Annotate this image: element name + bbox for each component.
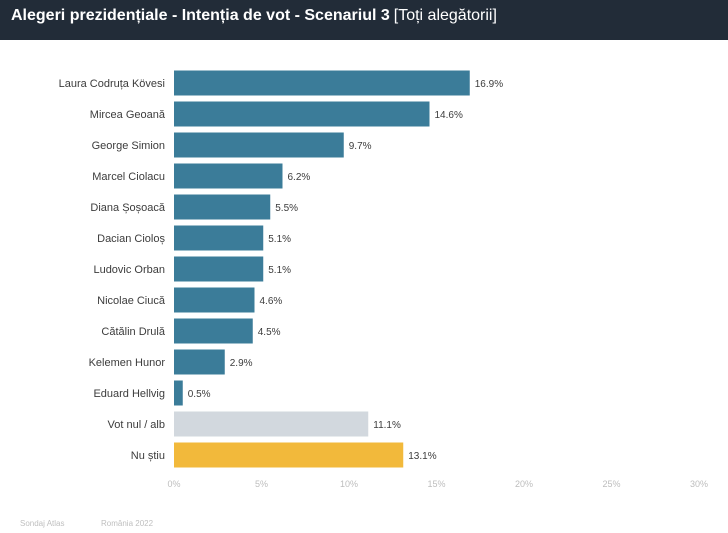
- value-label: 4.5%: [258, 327, 281, 338]
- category-label: Laura Codruța Kövesi: [59, 78, 165, 90]
- value-label: 9.7%: [349, 141, 372, 152]
- value-label: 14.6%: [435, 110, 463, 121]
- bar: [174, 256, 264, 282]
- category-label: Eduard Hellvig: [93, 388, 165, 400]
- x-tick-label: 5%: [255, 479, 268, 489]
- value-label: 6.2%: [288, 172, 311, 183]
- value-label: 5.1%: [268, 234, 291, 245]
- x-tick-label: 25%: [602, 479, 620, 489]
- value-label: 5.1%: [268, 265, 291, 276]
- category-label: Kelemen Hunor: [89, 357, 166, 369]
- bar: [174, 411, 369, 437]
- x-tick-label: 15%: [427, 479, 445, 489]
- bar: [174, 225, 264, 251]
- chart-subtitle: [Toți alegătorii]: [393, 7, 497, 24]
- bar: [174, 380, 183, 406]
- value-label: 13.1%: [408, 451, 436, 462]
- chart-title: Alegeri prezidențiale - Intenția de vot …: [11, 7, 390, 24]
- category-label: Cătălin Drulă: [101, 326, 165, 338]
- category-label: Diana Șoșoacă: [90, 202, 165, 214]
- bar: [174, 163, 283, 189]
- category-label: Mircea Geoană: [90, 109, 166, 121]
- category-label: Dacian Cioloș: [97, 233, 165, 245]
- bar: [174, 318, 253, 344]
- x-tick-label: 30%: [690, 479, 708, 489]
- value-label: 2.9%: [230, 358, 253, 369]
- category-label: Nu știu: [131, 450, 165, 462]
- bar: [174, 194, 271, 220]
- bar: [174, 132, 344, 158]
- bar: [174, 349, 225, 375]
- footer-region: România 2022: [101, 519, 154, 528]
- category-label: Vot nul / alb: [108, 419, 166, 431]
- chart-title-bar: Alegeri prezidențiale - Intenția de vot …: [0, 0, 728, 40]
- value-label: 0.5%: [188, 389, 211, 400]
- bar: [174, 442, 404, 468]
- category-label: George Simion: [92, 140, 165, 152]
- x-tick-label: 20%: [515, 479, 533, 489]
- bar-chart: Laura Codruța Kövesi 16.9% Mircea Geoană 14…: [59, 70, 708, 489]
- x-tick-label: 10%: [340, 479, 358, 489]
- value-label: 16.9%: [475, 79, 503, 90]
- x-tick-label: 0%: [167, 479, 180, 489]
- bar: [174, 70, 470, 96]
- footer-source: Sondaj Atlas: [20, 519, 65, 528]
- category-label: Nicolae Ciucă: [97, 295, 166, 307]
- bar: [174, 101, 430, 127]
- category-label: Marcel Ciolacu: [92, 171, 165, 183]
- value-label: 5.5%: [275, 203, 298, 214]
- bar: [174, 287, 255, 313]
- value-label: 11.1%: [373, 420, 401, 431]
- category-label: Ludovic Orban: [93, 264, 165, 276]
- value-label: 4.6%: [260, 296, 283, 307]
